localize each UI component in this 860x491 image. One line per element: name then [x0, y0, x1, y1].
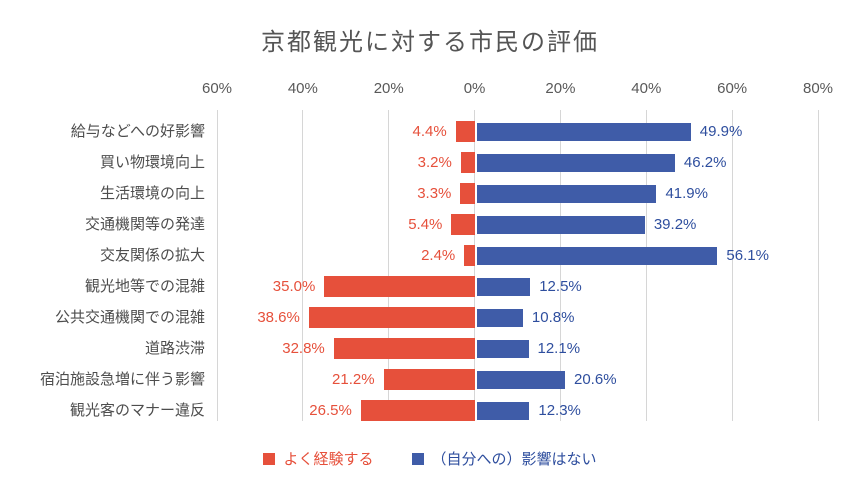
- axis-tick-label: 60%: [717, 80, 748, 97]
- axis-tick-label: 80%: [802, 80, 834, 97]
- value-label-positive: 12.5%: [539, 278, 582, 295]
- value-label-negative: 26.5%: [309, 402, 352, 419]
- value-label-negative: 32.8%: [282, 340, 325, 357]
- bar-negative: [333, 338, 475, 359]
- value-label-positive: 49.9%: [699, 123, 743, 140]
- gridline: [474, 110, 476, 421]
- axis-tick-label: 0%: [463, 80, 486, 97]
- gridline: [645, 110, 647, 421]
- bar-positive: [476, 184, 657, 203]
- axis-tick-label: 20%: [545, 80, 576, 97]
- bar-negative: [455, 121, 475, 142]
- bar-negative: [383, 369, 475, 390]
- bar-positive: [476, 246, 718, 265]
- legend-swatch: [263, 452, 276, 465]
- bar-positive: [476, 215, 645, 234]
- value-label-positive: 20.6%: [574, 371, 617, 388]
- gridline: [817, 110, 819, 421]
- bar-negative: [464, 245, 475, 266]
- bar-positive: [476, 401, 530, 420]
- value-label-negative: 3.2%: [417, 154, 452, 171]
- category-label: 給与などへの好影響: [70, 123, 205, 140]
- value-label-positive: 12.1%: [537, 340, 581, 357]
- category-label: 生活環境の向上: [99, 185, 205, 202]
- bar-positive: [476, 122, 691, 141]
- category-label: 観光地等での混雑: [84, 278, 205, 295]
- bar-negative: [460, 152, 475, 173]
- bar-negative: [451, 214, 475, 235]
- value-label-positive: 46.2%: [683, 154, 727, 171]
- gridline: [216, 110, 218, 421]
- bar-positive: [476, 339, 529, 358]
- gridline: [559, 110, 561, 421]
- category-label: 観光客のマナー違反: [69, 402, 205, 419]
- category-label: 宿泊施設急増に伴う影響: [39, 371, 205, 388]
- value-label-positive: 41.9%: [665, 185, 708, 202]
- value-label-positive: 56.1%: [726, 247, 769, 264]
- bar-positive: [476, 153, 675, 172]
- legend-label: よく経験する: [283, 451, 374, 468]
- value-label-negative: 4.4%: [412, 123, 447, 140]
- bar-positive: [476, 370, 565, 389]
- category-label: 道路渋滞: [144, 340, 205, 357]
- gridline: [731, 110, 733, 421]
- legend-item: よく経験する: [263, 448, 374, 469]
- value-label-negative: 2.4%: [421, 247, 456, 264]
- legend-label: （自分への）影響はない: [431, 451, 597, 468]
- value-label-negative: 38.6%: [257, 309, 300, 326]
- value-label-negative: 3.3%: [417, 185, 452, 202]
- bar-positive: [476, 277, 531, 296]
- value-label-positive: 39.2%: [653, 216, 697, 233]
- axis-tick-label: 40%: [287, 80, 318, 97]
- legend: よく経験する （自分への）影響はない: [0, 448, 860, 469]
- bar-positive: [476, 308, 523, 327]
- axis-tick-label: 60%: [201, 80, 233, 97]
- value-label-positive: 12.3%: [538, 402, 581, 419]
- bar-negative: [460, 183, 475, 204]
- axis-tick-label: 40%: [631, 80, 662, 97]
- value-label-negative: 5.4%: [408, 216, 443, 233]
- value-label-negative: 21.2%: [332, 371, 375, 388]
- gridline: [302, 110, 304, 421]
- category-label: 買い物環境向上: [99, 154, 205, 171]
- bar-negative: [324, 276, 475, 297]
- category-label: 交友関係の拡大: [99, 247, 205, 264]
- value-label-positive: 10.8%: [531, 309, 575, 326]
- legend-item: （自分への）影響はない: [411, 448, 597, 469]
- category-label: 交通機関等の発達: [84, 216, 205, 233]
- bar-negative: [360, 400, 475, 421]
- axis-tick-label: 20%: [373, 80, 404, 97]
- legend-swatch: [411, 452, 424, 465]
- value-label-negative: 35.0%: [272, 278, 316, 295]
- gridline: [388, 110, 390, 421]
- category-label: 公共交通機関での混雑: [54, 309, 205, 326]
- bar-negative: [308, 307, 475, 328]
- chart-title: 京都観光に対する市民の評価: [261, 29, 599, 56]
